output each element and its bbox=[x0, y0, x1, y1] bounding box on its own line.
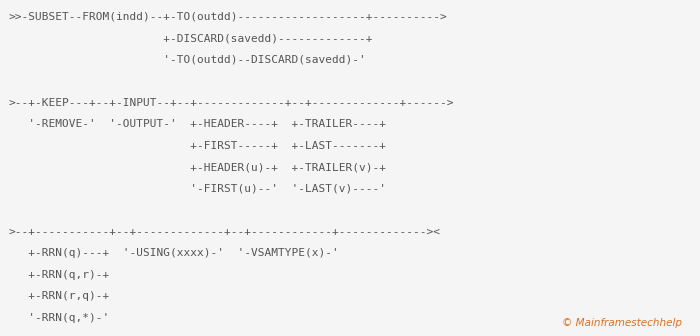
Text: >--+-KEEP---+--+-INPUT--+--+-------------+--+-------------+------>: >--+-KEEP---+--+-INPUT--+--+------------… bbox=[8, 98, 454, 108]
Text: +-HEADER(u)-+  +-TRAILER(v)-+: +-HEADER(u)-+ +-TRAILER(v)-+ bbox=[8, 162, 386, 172]
Text: +-FIRST-----+  +-LAST-------+: +-FIRST-----+ +-LAST-------+ bbox=[8, 141, 386, 151]
Text: '-FIRST(u)--'  '-LAST(v)----': '-FIRST(u)--' '-LAST(v)----' bbox=[8, 184, 386, 194]
Text: '-RRN(q,*)-': '-RRN(q,*)-' bbox=[8, 313, 110, 323]
Text: +-RRN(q,r)-+: +-RRN(q,r)-+ bbox=[8, 270, 110, 280]
Text: © Mainframestechhelp: © Mainframestechhelp bbox=[563, 318, 682, 328]
Text: +-DISCARD(savedd)-------------+: +-DISCARD(savedd)-------------+ bbox=[8, 33, 373, 43]
Text: +-RRN(q)---+  '-USING(xxxx)-'  '-VSAMTYPE(x)-': +-RRN(q)---+ '-USING(xxxx)-' '-VSAMTYPE(… bbox=[8, 248, 339, 258]
Text: '-TO(outdd)--DISCARD(savedd)-': '-TO(outdd)--DISCARD(savedd)-' bbox=[8, 55, 366, 65]
Text: >--+-----------+--+-------------+--+------------+-------------><: >--+-----------+--+-------------+--+----… bbox=[8, 227, 440, 237]
Text: +-RRN(r,q)-+: +-RRN(r,q)-+ bbox=[8, 291, 110, 301]
Text: '-REMOVE-'  '-OUTPUT-'  +-HEADER----+  +-TRAILER----+: '-REMOVE-' '-OUTPUT-' +-HEADER----+ +-TR… bbox=[8, 119, 386, 129]
Text: >>-SUBSET--FROM(indd)--+-TO(outdd)-------------------+---------->: >>-SUBSET--FROM(indd)--+-TO(outdd)------… bbox=[8, 12, 447, 22]
